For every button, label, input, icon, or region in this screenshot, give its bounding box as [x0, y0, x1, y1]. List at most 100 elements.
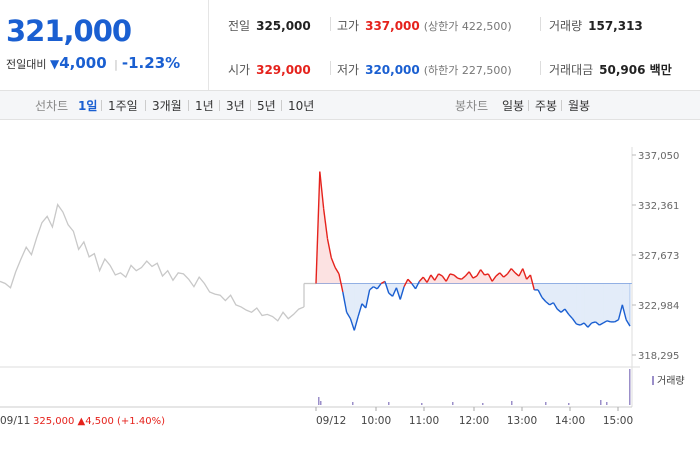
upper-limit: (상한가 422,500) — [423, 20, 512, 33]
x-tick-label: 09/11 — [0, 415, 30, 427]
series-segment — [476, 269, 482, 277]
area-segment — [580, 283, 585, 326]
area-segment — [568, 283, 573, 319]
volume-bar — [545, 402, 547, 405]
amount-label: 거래대금 — [549, 63, 594, 77]
series-line-prev-day — [0, 203, 305, 322]
tab-3month[interactable]: 3개월 — [152, 99, 182, 113]
area-segment — [549, 283, 554, 305]
series-segment — [464, 271, 470, 277]
series-segment — [407, 278, 413, 284]
series-segment — [441, 275, 447, 282]
series-segment — [438, 273, 443, 277]
tab-weekly-candle[interactable]: 주봉 — [535, 99, 558, 113]
series-segment — [487, 273, 493, 282]
y-tick-label: 327,673 — [638, 251, 679, 262]
current-price: 321,000 — [6, 14, 132, 48]
series-segment — [499, 272, 505, 278]
series-segment — [480, 269, 486, 276]
area-segment — [361, 283, 366, 309]
x-tick-label: 12:00 — [459, 415, 489, 427]
volume-bar — [600, 400, 602, 405]
area-segment — [507, 268, 512, 284]
open-label: 시가 — [228, 63, 251, 77]
series-segment — [606, 320, 612, 323]
series-segment — [315, 171, 321, 284]
series-segment — [503, 273, 508, 278]
area-segment — [591, 283, 596, 323]
series-segment — [552, 302, 558, 310]
series-segment — [399, 286, 405, 300]
area-segment — [610, 283, 615, 322]
area-segment — [626, 283, 630, 327]
volume-bar — [568, 403, 570, 405]
down-triangle-icon: ▼ — [49, 57, 60, 71]
volume-bar — [629, 369, 631, 405]
series-segment — [468, 271, 474, 279]
tab-monthly-candle[interactable]: 월봉 — [568, 99, 591, 113]
series-segment — [403, 278, 409, 288]
series-segment — [414, 281, 421, 290]
tab-10year[interactable]: 10년 — [288, 99, 315, 113]
area-segment — [484, 273, 489, 284]
tab-1week[interactable]: 1주일 — [108, 99, 138, 113]
area-segment — [614, 283, 619, 322]
series-segment — [445, 273, 451, 282]
divider: | — [114, 58, 118, 71]
open-value: 329,000 — [256, 63, 311, 77]
line-chart-label: 선차트 — [35, 99, 69, 113]
series-segment — [484, 273, 489, 276]
series-segment — [434, 273, 440, 281]
series-segment — [602, 320, 608, 324]
volume-label: 거래량 — [549, 19, 583, 33]
area-segment — [335, 267, 339, 284]
area-segment — [538, 283, 542, 298]
change-rate: -1.23% — [121, 54, 181, 72]
series-segment — [529, 274, 535, 291]
high-label: 고가 — [337, 19, 360, 33]
area-segment — [607, 283, 611, 322]
amount-stat: 거래대금 50,906 백만 — [549, 61, 672, 78]
area-segment — [450, 273, 454, 284]
series-segment — [342, 291, 348, 313]
series-segment — [583, 322, 589, 328]
volume-bar — [318, 397, 320, 405]
series-segment — [461, 275, 466, 280]
change-label: 전일대비 — [6, 58, 47, 71]
volume-bar — [388, 402, 390, 405]
series-segment — [376, 283, 382, 290]
series-segment — [353, 316, 359, 331]
area-segment — [526, 274, 531, 284]
series-segment — [541, 296, 547, 303]
volume-bar — [606, 402, 608, 405]
tab-1year[interactable]: 1년 — [195, 99, 214, 113]
tab-3year[interactable]: 3년 — [226, 99, 245, 113]
area-segment — [561, 283, 565, 313]
volume-legend: 거래량 — [652, 372, 685, 387]
series-segment — [319, 171, 325, 209]
area-segment — [557, 283, 562, 313]
tab-1day[interactable]: 1일 — [78, 99, 98, 113]
area-segment — [465, 271, 470, 284]
tab-5year[interactable]: 5년 — [257, 99, 276, 113]
series-segment — [614, 319, 619, 323]
series-segment — [395, 287, 401, 300]
lower-limit: (하한가 227,500) — [423, 64, 512, 77]
series-segment — [506, 268, 512, 275]
high-stat: 고가 337,000 (상한가 422,500) — [337, 17, 512, 34]
area-segment — [503, 273, 508, 284]
x-tick-label: 10:00 — [361, 415, 391, 427]
tab-daily-candle[interactable]: 일봉 — [502, 99, 525, 113]
series-segment — [365, 289, 371, 309]
series-segment — [391, 287, 398, 297]
series-segment — [334, 267, 340, 275]
series-segment — [449, 273, 455, 276]
chart-tabs: 선차트 1일 1주일 3개월 1년 3년 5년 10년 봉차트 일봉 주봉 월봉 — [0, 90, 700, 120]
volume-bar — [511, 401, 513, 405]
series-segment — [510, 268, 516, 274]
volume-stat: 거래량 157,313 — [549, 17, 643, 34]
high-value: 337,000 — [365, 19, 420, 33]
series-segment — [373, 286, 378, 290]
price-chart[interactable]: 337,050 332,361 327,673 322,984 318,295 09/11… — [0, 118, 700, 450]
series-segment — [522, 268, 528, 280]
